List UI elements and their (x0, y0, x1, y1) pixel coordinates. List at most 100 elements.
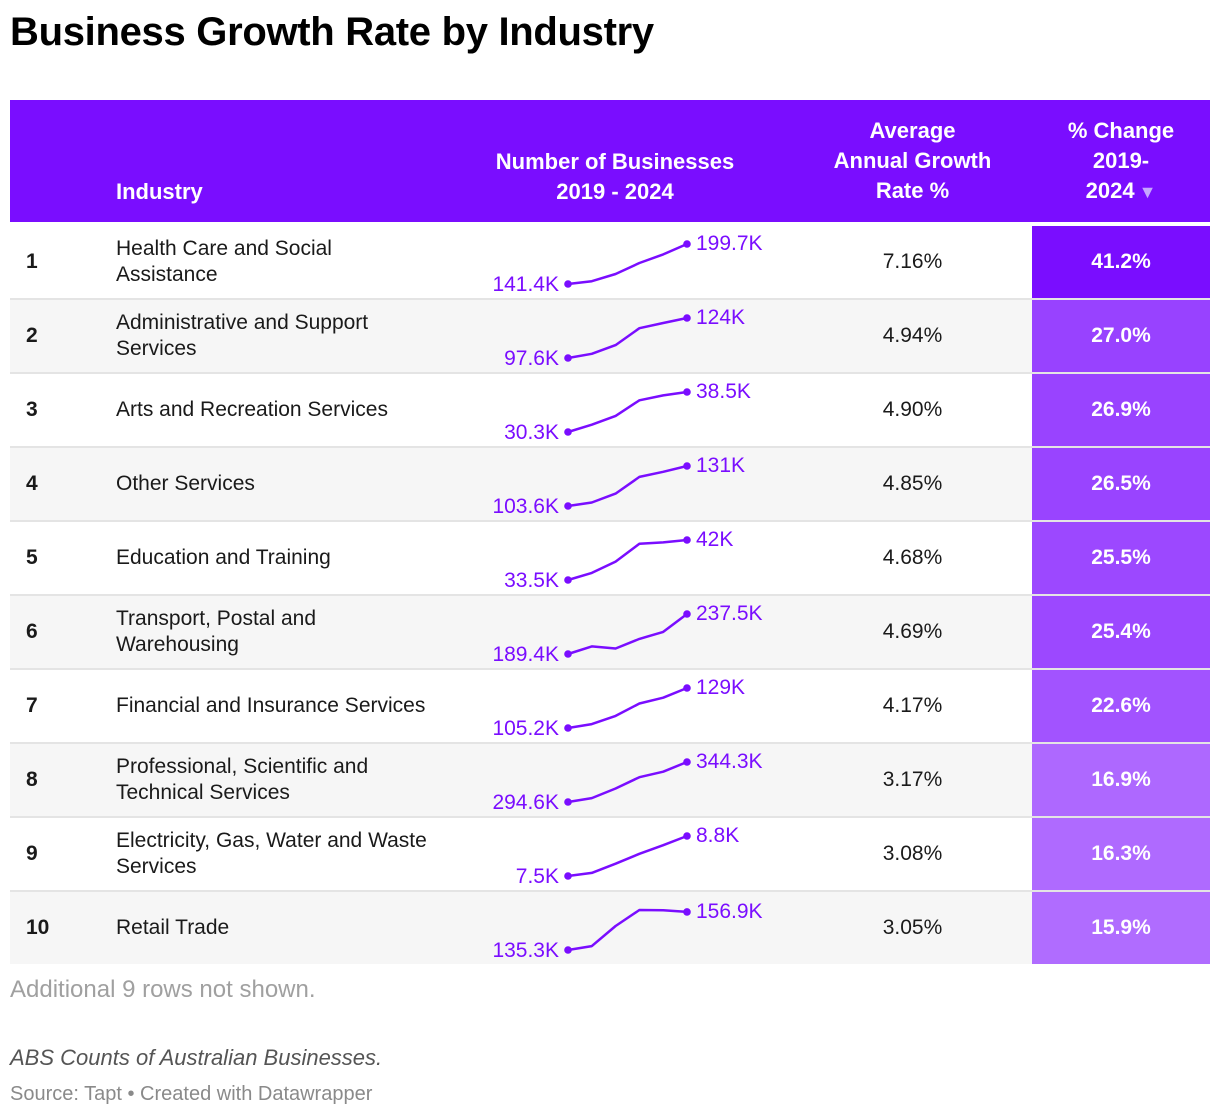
sparkline-start-point (564, 724, 572, 732)
sparkline-series (567, 538, 688, 582)
sparkline-series (567, 760, 688, 804)
sparkline-end-point (683, 908, 691, 916)
sparkline-end-point (683, 684, 691, 692)
sparkline: 105.2K 129K (492, 676, 745, 740)
sparkline-series (567, 834, 688, 878)
rows-hidden-note: Additional 9 rows not shown. (10, 976, 316, 1003)
chart-title: Business Growth Rate by Industry (10, 10, 654, 54)
row-industry: Administrative and Support Services (116, 311, 369, 360)
sparkline: 189.4K 237.5K (492, 602, 763, 666)
row-percent-change: 16.3% (1032, 818, 1210, 890)
header-avg-line3: Rate % (875, 178, 950, 203)
sparkline-end-label: 8.8K (696, 824, 739, 847)
sparkline-start-point (564, 650, 572, 658)
row-percent-change: 22.6% (1032, 670, 1210, 742)
row-average-growth: 3.17% (882, 768, 943, 791)
row-percent-change: 15.9% (1032, 892, 1210, 964)
sparkline: 141.4K 199.7K (492, 232, 763, 296)
header-number-of-businesses[interactable]: Number of Businesses 2019 - 2024 (450, 147, 780, 207)
row-average-growth: 7.16% (882, 250, 943, 273)
row-average-growth: 4.68% (882, 546, 943, 569)
sparkline-series (567, 390, 688, 434)
row-rank: 4 (26, 472, 38, 495)
sparkline-end-label: 237.5K (696, 602, 763, 625)
sparkline-end-point (683, 314, 691, 322)
sparkline-series (567, 464, 688, 508)
row-percent-change: 25.5% (1032, 522, 1210, 594)
table-row: 9 Electricity, Gas, Water and Waste Servi… (10, 816, 1210, 890)
sort-descending-icon[interactable]: ▼ (1138, 182, 1157, 202)
source-credit: Source: Tapt • Created with Datawrapper (10, 1083, 373, 1105)
sparkline-series (567, 316, 688, 360)
sparkline-start-label: 294.6K (492, 791, 559, 814)
row-average-growth: 4.85% (882, 472, 943, 495)
sparkline-end-label: 124K (696, 306, 745, 329)
sparkline-start-label: 97.6K (504, 347, 559, 370)
header-percent-change[interactable]: % Change 2019- 2024 ▼ (1032, 116, 1210, 207)
sparkline-end-point (683, 758, 691, 766)
sparkline-start-point (564, 502, 572, 510)
row-percent-change: 41.2% (1032, 226, 1210, 298)
row-rank: 9 (26, 842, 38, 865)
sparkline-series (567, 613, 688, 656)
header-industry[interactable]: Industry (116, 177, 203, 207)
table-row: 1 Health Care and Social Assistance 141.4K… (10, 226, 1210, 298)
row-rank: 10 (26, 916, 50, 939)
sparkline-start-point (564, 428, 572, 436)
sparkline-start-point (564, 354, 572, 362)
sparkline-end-label: 38.5K (696, 380, 751, 403)
row-rank: 2 (26, 324, 38, 347)
sparkline: 103.6K 131K (492, 454, 745, 518)
row-average-growth: 4.94% (882, 324, 943, 347)
row-average-growth: 4.69% (882, 620, 943, 643)
sparkline: 33.5K 42K (504, 528, 733, 592)
header-pct-line3: 2024 (1085, 178, 1135, 203)
sparkline-end-point (683, 610, 691, 618)
row-percent-change: 27.0% (1032, 300, 1210, 372)
sparkline-end-label: 199.7K (696, 232, 763, 255)
sparkline-start-label: 33.5K (504, 569, 559, 592)
header-avg-line2: Annual Growth (833, 148, 992, 173)
table-row: 4 Other Services 103.6K 131K 4.85% 26.5% (10, 446, 1210, 520)
table-row: 3 Arts and Recreation Services 30.3K 38.5K 4… (10, 372, 1210, 446)
sparkline: 135.3K 156.9K (492, 900, 762, 962)
row-rank: 7 (26, 694, 38, 717)
data-table: Industry Number of Businesses 2019 - 202… (10, 100, 1210, 964)
sparkline-start-point (564, 576, 572, 584)
caption: ABS Counts of Australian Businesses. (10, 1045, 383, 1070)
sparkline-start-label: 135.3K (492, 939, 559, 962)
header-pct-line2: 2019- (1092, 148, 1150, 173)
sparkline-end-point (683, 388, 691, 396)
table-header: Industry Number of Businesses 2019 - 202… (10, 100, 1210, 222)
sparkline-end-label: 131K (696, 454, 745, 477)
table-row: 5 Education and Training 33.5K 42K 4.68% 25.5… (10, 520, 1210, 594)
sparkline-start-point (564, 946, 572, 954)
header-pct-line1: % Change (1067, 118, 1175, 143)
table-row: 8 Professional, Scientific and Technical … (10, 742, 1210, 816)
sparkline-start-label: 7.5K (516, 865, 559, 888)
row-industry: Financial and Insurance Services (116, 694, 426, 717)
sparkline-start-label: 189.4K (492, 643, 559, 666)
sparkline-end-point (683, 462, 691, 470)
sparkline-end-label: 344.3K (696, 750, 763, 773)
row-percent-change: 16.9% (1032, 744, 1210, 816)
table-body: 1 Health Care and Social Assistance 141.4K… (10, 226, 1210, 964)
row-rank: 5 (26, 546, 38, 569)
table-row: 6 Transport, Postal and Warehousing 189.4K… (10, 594, 1210, 668)
sparkline-end-point (683, 240, 691, 248)
row-industry: Arts and Recreation Services (116, 398, 388, 421)
sparkline-series (567, 686, 688, 730)
row-rank: 3 (26, 398, 38, 421)
sparkline-start-point (564, 798, 572, 806)
sparkline: 97.6K 124K (504, 306, 745, 370)
sparkline-series (567, 242, 688, 286)
sparkline-end-label: 129K (696, 676, 745, 699)
sparkline-start-label: 30.3K (504, 421, 559, 444)
row-industry: Retail Trade (116, 916, 230, 939)
sparkline-start-label: 103.6K (492, 495, 559, 518)
row-percent-change: 26.5% (1032, 448, 1210, 520)
row-rank: 8 (26, 768, 38, 791)
row-rank: 1 (26, 250, 38, 273)
header-average-growth[interactable]: Average Annual Growth Rate % (800, 116, 1025, 206)
row-average-growth: 3.05% (882, 916, 943, 939)
